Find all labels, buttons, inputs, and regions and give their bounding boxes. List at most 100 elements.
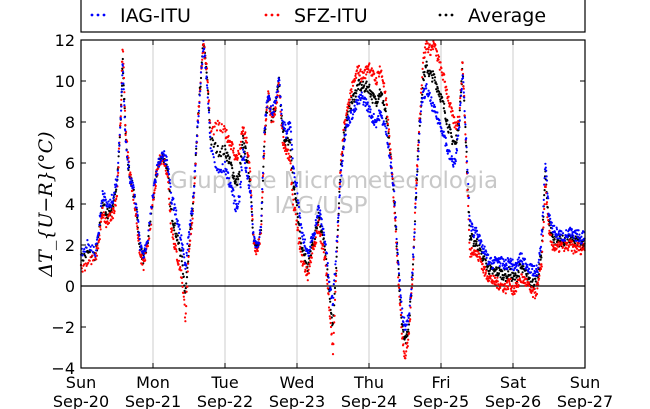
data-point (354, 95, 357, 98)
data-point (386, 122, 389, 125)
data-point (241, 134, 245, 137)
data-point (240, 169, 243, 172)
data-point (185, 290, 188, 293)
data-point (304, 270, 307, 273)
data-point (424, 84, 427, 87)
data-point (344, 118, 347, 121)
data-point (553, 224, 556, 227)
data-point (446, 119, 449, 122)
data-point (533, 264, 536, 268)
data-point (405, 323, 409, 326)
data-point (537, 261, 540, 264)
data-point (539, 245, 543, 248)
data-point (418, 132, 421, 135)
data-point (210, 130, 213, 133)
data-point (296, 192, 299, 195)
data-point (345, 114, 348, 117)
data-point (198, 94, 201, 97)
data-point (416, 155, 419, 158)
data-point (294, 181, 297, 184)
data-point (201, 58, 204, 61)
data-point (552, 241, 555, 244)
data-point (325, 279, 329, 282)
data-point (316, 214, 319, 217)
data-point (457, 134, 460, 137)
data-point (399, 294, 402, 297)
data-point (535, 264, 538, 267)
data-point (563, 239, 567, 242)
data-point (117, 155, 120, 158)
data-point (477, 252, 481, 255)
data-point (419, 110, 423, 113)
data-point (208, 126, 211, 129)
data-point (261, 191, 264, 194)
data-point (202, 43, 205, 46)
data-point (520, 252, 523, 255)
data-point (204, 66, 207, 70)
data-point (366, 71, 369, 74)
data-point (425, 87, 428, 90)
data-point (411, 283, 414, 286)
data-point (187, 235, 190, 238)
data-point (422, 89, 425, 92)
data-point (471, 223, 474, 226)
data-point (138, 234, 141, 237)
data-point (407, 323, 411, 326)
data-point (566, 241, 569, 244)
data-point (289, 126, 292, 129)
data-point (275, 99, 278, 102)
data-point (211, 153, 215, 156)
legend-label: SFZ-ITU (294, 5, 368, 27)
data-point (323, 233, 326, 237)
data-point (144, 252, 147, 255)
data-point (517, 285, 520, 288)
data-point (351, 84, 355, 87)
data-point (271, 114, 274, 117)
data-point (211, 149, 214, 152)
data-point (414, 205, 417, 209)
data-point (506, 257, 509, 260)
data-point (164, 164, 167, 167)
data-point (241, 148, 245, 151)
data-point (572, 234, 575, 237)
data-point (107, 200, 110, 203)
data-point (557, 245, 560, 248)
data-point (301, 231, 304, 234)
data-point (303, 238, 307, 241)
data-point (325, 252, 329, 255)
data-point (516, 281, 519, 284)
data-point (547, 212, 550, 215)
y-axis-label: ΔT_{U−R}(°C) (35, 131, 57, 277)
data-point (578, 249, 581, 252)
data-point (186, 266, 189, 269)
data-point (292, 167, 295, 170)
data-point (188, 243, 191, 246)
data-point (368, 83, 371, 86)
data-point (536, 274, 539, 277)
data-point (129, 171, 132, 174)
data-point (422, 79, 425, 82)
data-point (445, 92, 448, 95)
data-point (164, 169, 167, 172)
data-point (421, 67, 424, 70)
data-point (123, 116, 126, 119)
data-point (280, 117, 283, 120)
data-point (262, 155, 265, 158)
data-point (350, 90, 353, 93)
data-point (451, 109, 454, 113)
data-point (327, 293, 330, 296)
data-point (400, 311, 403, 314)
data-point (394, 219, 397, 222)
data-point (367, 68, 370, 71)
data-point (537, 277, 541, 280)
data-point (215, 150, 219, 153)
data-point (149, 212, 152, 215)
data-point (372, 70, 375, 73)
data-point (463, 116, 467, 119)
data-point (457, 122, 461, 125)
data-point (335, 269, 338, 272)
data-point (501, 264, 504, 267)
data-point (465, 150, 468, 153)
data-point (296, 199, 299, 202)
data-point (194, 162, 197, 165)
